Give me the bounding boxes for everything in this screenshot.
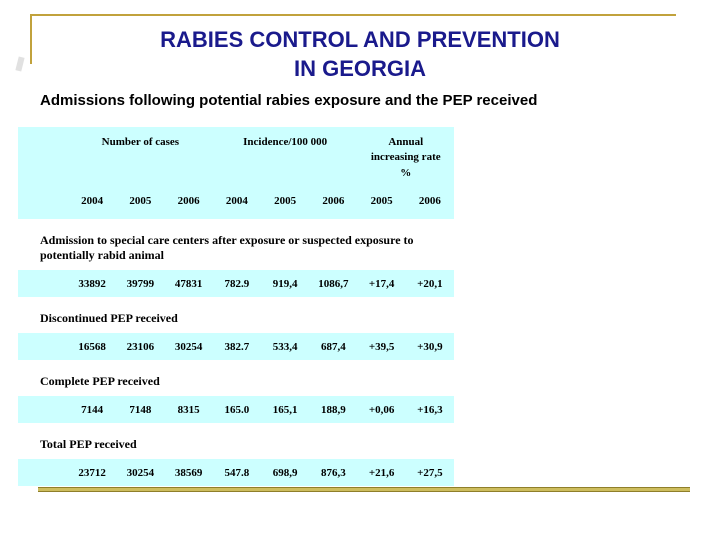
section-label-total: Total PEP received bbox=[40, 437, 137, 451]
slide-title: RABIES CONTROL AND PREVENTION IN GEORGIA bbox=[70, 25, 650, 83]
data-cell: 30254 bbox=[126, 466, 155, 479]
data-cell: 698,9 bbox=[272, 466, 298, 479]
top-accent-rule bbox=[30, 14, 676, 16]
data-cell: 23106 bbox=[126, 340, 155, 353]
data-cell: 876,3 bbox=[321, 466, 346, 479]
data-cell: +27,5 bbox=[417, 466, 443, 479]
data-cell: +30,9 bbox=[417, 340, 443, 353]
left-accent-rule bbox=[30, 14, 32, 64]
data-cell: 547.8 bbox=[224, 466, 250, 479]
section-label-discontinued: Discontinued PEP received bbox=[40, 311, 178, 325]
table-row-discontinued: 16568 23106 30254 382.7 533,4 687,4 +39,… bbox=[18, 333, 454, 360]
data-cell: 687,4 bbox=[321, 340, 346, 353]
data-cell: 39799 bbox=[126, 277, 155, 290]
data-cell: 16568 bbox=[78, 340, 106, 353]
year-header: 2006 bbox=[177, 195, 200, 207]
corner-shadow bbox=[15, 56, 25, 72]
table-row-complete: 7144 7148 8315 165.0 165,1 188,9 +0,06 +… bbox=[18, 396, 454, 423]
bottom-accent-rule bbox=[38, 487, 690, 492]
data-cell: 38569 bbox=[174, 466, 203, 479]
year-header-row: 2004 2005 2006 2004 2005 2006 2005 2006 bbox=[18, 195, 454, 207]
data-cell: 47831 bbox=[174, 277, 203, 290]
column-group-row: Number of cases Incidence/100 000 Annual… bbox=[18, 135, 454, 181]
data-cell: 782.9 bbox=[224, 277, 250, 290]
group-header-annual-rate: Annual increasing rate % bbox=[370, 136, 441, 179]
data-cell: 7144 bbox=[81, 403, 104, 416]
data-cell: 7148 bbox=[129, 403, 152, 416]
data-cell: 23712 bbox=[78, 466, 106, 479]
data-cell: 33892 bbox=[78, 277, 106, 290]
data-cell: 919,4 bbox=[272, 277, 298, 290]
slide-title-line2: IN GEORGIA bbox=[293, 56, 426, 82]
year-header: 2005 bbox=[370, 195, 393, 207]
year-header: 2005 bbox=[274, 195, 297, 207]
data-cell: 382.7 bbox=[224, 340, 250, 353]
data-cell: 30254 bbox=[174, 340, 203, 353]
slide-subtitle: Admissions following potential rabies ex… bbox=[40, 92, 538, 109]
table-row-admission: 33892 39799 47831 782.9 919,4 1086,7 +17… bbox=[18, 270, 454, 297]
data-cell: 8315 bbox=[177, 403, 200, 416]
slide-title-line1: RABIES CONTROL AND PREVENTION bbox=[160, 27, 560, 52]
group-header-number-of-cases: Number of cases bbox=[101, 136, 180, 148]
year-header: 2004 bbox=[225, 195, 248, 207]
year-header: 2004 bbox=[81, 195, 104, 207]
rabies-pep-table: Number of cases Incidence/100 000 Annual… bbox=[18, 127, 454, 486]
year-header: 2005 bbox=[129, 195, 152, 207]
table-row-total: 23712 30254 38569 547.8 698,9 876,3 +21,… bbox=[18, 459, 454, 486]
data-cell: 1086,7 bbox=[318, 277, 349, 290]
section-label-admission: Admission to special care centers after … bbox=[40, 233, 414, 262]
data-cell: +21,6 bbox=[368, 466, 395, 479]
data-cell: +16,3 bbox=[417, 403, 443, 416]
data-cell: +17,4 bbox=[368, 277, 395, 290]
data-cell: 165,1 bbox=[272, 403, 298, 416]
group-header-incidence: Incidence/100 000 bbox=[243, 136, 328, 148]
section-label-complete: Complete PEP received bbox=[40, 374, 160, 388]
data-cell: +39,5 bbox=[368, 340, 395, 353]
data-cell: +20,1 bbox=[417, 277, 443, 290]
table-header: Number of cases Incidence/100 000 Annual… bbox=[18, 127, 454, 219]
data-cell: 533,4 bbox=[272, 340, 298, 353]
year-header: 2006 bbox=[418, 195, 441, 207]
header-spacer-cell bbox=[18, 135, 68, 181]
data-cell: 165.0 bbox=[224, 403, 250, 416]
data-cell: +0,06 bbox=[368, 403, 395, 416]
year-header: 2006 bbox=[322, 195, 345, 207]
header-spacer-cell bbox=[18, 195, 68, 207]
data-cell: 188,9 bbox=[321, 403, 346, 416]
